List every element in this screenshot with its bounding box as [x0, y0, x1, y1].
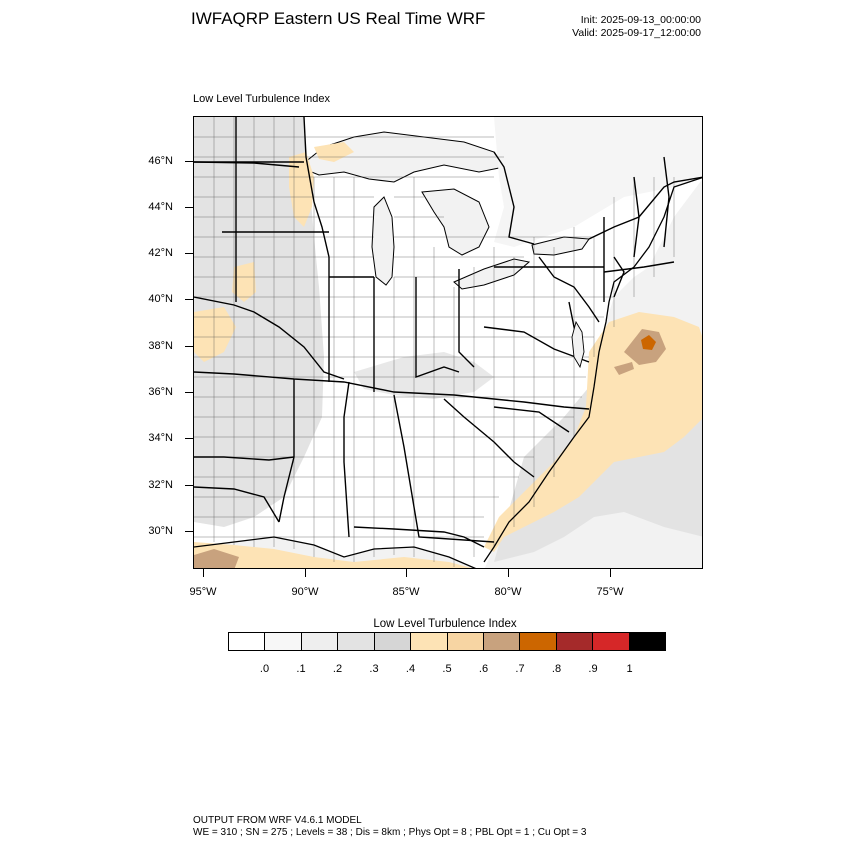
colorbar-label: .9: [588, 663, 598, 675]
lat-tick: [185, 346, 193, 347]
footer-model: OUTPUT FROM WRF V4.6.1 MODEL: [193, 815, 362, 826]
lat-tick: [185, 392, 193, 393]
map-frame: [193, 116, 703, 569]
lat-label-42: 42°N: [148, 247, 173, 259]
footer-config: WE = 310 ; SN = 275 ; Levels = 38 ; Dis …: [193, 827, 587, 838]
tan-region-iowa: [232, 262, 256, 302]
lat-label-36: 36°N: [148, 386, 173, 398]
colorbar-label: .6: [478, 663, 489, 675]
lat-tick: [185, 531, 193, 532]
colorbar-label: .8: [551, 663, 562, 675]
panel-title: Low Level Turbulence Index: [193, 93, 330, 105]
colorbar-label: .0: [259, 663, 270, 675]
lon-tick: [508, 569, 509, 577]
map-title: IWFAQRP Eastern US Real Time WRF: [191, 9, 486, 28]
lat-label-46: 46°N: [148, 155, 173, 167]
county-grid: [194, 117, 675, 567]
orange-hotspot: [641, 335, 656, 350]
colorbar-box-4: [374, 633, 412, 650]
tan-region-missouri: [194, 307, 236, 362]
colorbar-box-8: [520, 633, 557, 650]
lon-tick: [203, 569, 204, 577]
colorbar-box-0: [229, 633, 266, 650]
colorbar-label: .4: [405, 663, 416, 675]
tan-region-gulf: [194, 542, 472, 568]
colorbar-label: .5: [442, 663, 452, 675]
lat-tick: [185, 207, 193, 208]
state-borders: [194, 117, 675, 548]
canada-border: [194, 151, 702, 245]
lat-label-30: 30°N: [148, 525, 173, 537]
lat-label-32: 32°N: [148, 479, 173, 491]
lon-tick: [610, 569, 611, 577]
colorbar-box-11: [629, 633, 666, 650]
colorbar-label: .2: [332, 663, 343, 675]
canada-region: [494, 117, 702, 247]
lat-tick: [185, 299, 193, 300]
lat-label-40: 40°N: [148, 293, 173, 305]
lon-label-90: 90°W: [291, 586, 319, 598]
lon-label-85: 85°W: [392, 586, 420, 598]
lat-label-34: 34°N: [148, 432, 173, 444]
gulf-dark-tan: [194, 549, 239, 568]
map-svg: [194, 117, 702, 568]
lat-tick: [185, 253, 193, 254]
colorbar-box-6: [447, 633, 484, 650]
colorbar-box-7: [483, 633, 521, 650]
colorbar-title: Low Level Turbulence Index: [373, 618, 517, 630]
colorbar-box-10: [593, 633, 630, 650]
colorbar-box-3: [338, 633, 375, 650]
colorbar-box-1: [265, 633, 302, 650]
colorbar-label: .1: [296, 663, 306, 675]
colorbar-label: .3: [369, 663, 379, 675]
chesapeake-bay: [571, 320, 585, 369]
lat-tick: [185, 161, 193, 162]
lon-tick: [406, 569, 407, 577]
lat-tick: [185, 438, 193, 439]
lon-label-95: 95°W: [189, 586, 217, 598]
colorbar-label: 1: [626, 663, 633, 675]
init-time: Init: 2025-09-13_00:00:00: [580, 14, 701, 26]
lat-tick: [185, 485, 193, 486]
colorbar-box-2: [301, 633, 339, 650]
colorbar-box-5: [411, 633, 448, 650]
tan-dark-band: [614, 362, 634, 375]
lon-label-75: 75°W: [596, 586, 624, 598]
gray-region-plains: [194, 117, 324, 527]
lon-label-80: 80°W: [494, 586, 522, 598]
lat-label-44: 44°N: [148, 201, 173, 213]
lake-huron: [421, 188, 490, 256]
lat-label-38: 38°N: [148, 340, 173, 352]
colorbar: [228, 632, 666, 651]
tan-region-ocean: [484, 312, 702, 552]
colorbar-box-9: [556, 633, 594, 650]
valid-time: Valid: 2025-09-17_12:00:00: [572, 27, 701, 39]
gray-region-ohio: [354, 352, 494, 399]
coastline: [194, 176, 702, 568]
colorbar-label: .7: [515, 663, 525, 675]
lon-tick: [305, 569, 306, 577]
